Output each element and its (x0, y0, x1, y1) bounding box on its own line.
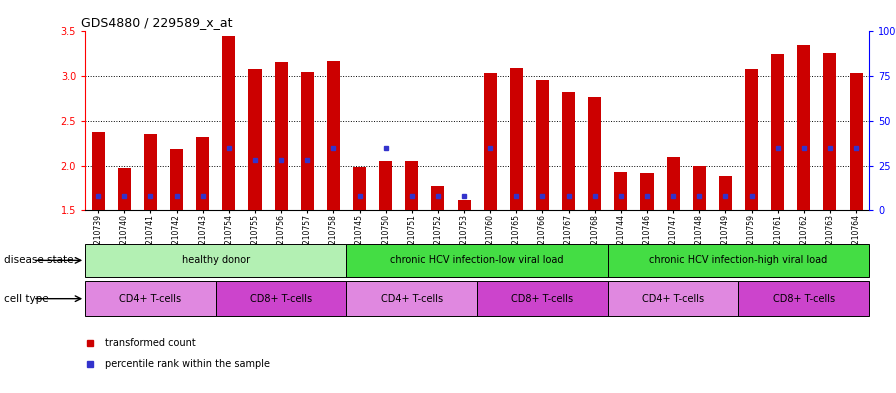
Text: CD4+ T-cells: CD4+ T-cells (642, 294, 704, 304)
Bar (478, 281, 607, 316)
Bar (170, 149, 183, 210)
Bar (196, 137, 210, 210)
Text: chronic HCV infection-low viral load: chronic HCV infection-low viral load (391, 255, 564, 265)
Bar (274, 62, 288, 210)
Text: transformed count: transformed count (106, 338, 196, 348)
Bar (588, 97, 601, 210)
Bar (745, 69, 758, 210)
Bar (607, 281, 738, 316)
Text: chronic HCV infection-high viral load: chronic HCV infection-high viral load (650, 255, 828, 265)
Bar (347, 244, 607, 277)
Text: disease state: disease state (4, 255, 74, 265)
Bar (379, 161, 392, 210)
Bar (562, 92, 575, 210)
Bar (405, 161, 418, 210)
Bar (347, 281, 478, 316)
Text: CD4+ T-cells: CD4+ T-cells (381, 294, 443, 304)
Bar (431, 186, 444, 210)
Bar (510, 68, 523, 210)
Bar (85, 281, 216, 316)
Bar (738, 281, 869, 316)
Bar (607, 244, 869, 277)
Bar (667, 156, 680, 210)
Bar (248, 69, 262, 210)
Bar (823, 53, 837, 210)
Bar (353, 167, 366, 210)
Bar (327, 61, 340, 210)
Bar (85, 244, 347, 277)
Text: healthy donor: healthy donor (182, 255, 250, 265)
Bar (771, 54, 784, 210)
Bar (536, 80, 549, 210)
Bar (144, 134, 157, 210)
Bar (719, 176, 732, 210)
Bar (91, 132, 105, 210)
Bar (641, 173, 653, 210)
Bar (458, 200, 470, 210)
Text: CD8+ T-cells: CD8+ T-cells (772, 294, 835, 304)
Text: CD8+ T-cells: CD8+ T-cells (512, 294, 573, 304)
Bar (216, 281, 347, 316)
Text: cell type: cell type (4, 294, 49, 304)
Text: CD8+ T-cells: CD8+ T-cells (250, 294, 312, 304)
Text: GDS4880 / 229589_x_at: GDS4880 / 229589_x_at (82, 16, 233, 29)
Text: percentile rank within the sample: percentile rank within the sample (106, 359, 271, 369)
Bar (484, 73, 496, 210)
Bar (797, 45, 810, 210)
Text: CD4+ T-cells: CD4+ T-cells (119, 294, 182, 304)
Bar (222, 36, 236, 210)
Bar (615, 172, 627, 210)
Bar (693, 165, 706, 210)
Bar (301, 72, 314, 210)
Bar (849, 73, 863, 210)
Bar (117, 168, 131, 210)
